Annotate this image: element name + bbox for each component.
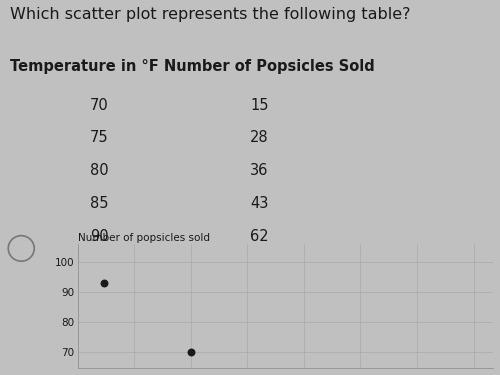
Text: 105: 105 — [90, 262, 118, 277]
Point — [186, 350, 194, 355]
Text: 75: 75 — [90, 130, 108, 146]
Text: 85: 85 — [90, 196, 108, 211]
Text: Temperature in °F Number of Popsicles Sold: Temperature in °F Number of Popsicles So… — [10, 58, 375, 74]
Text: 100: 100 — [250, 262, 278, 277]
Text: Number of popsicles sold: Number of popsicles sold — [78, 232, 210, 243]
Text: 28: 28 — [250, 130, 268, 146]
Text: 15: 15 — [250, 98, 268, 112]
Text: 90: 90 — [90, 229, 108, 244]
Text: 36: 36 — [250, 164, 268, 178]
Text: 43: 43 — [250, 196, 268, 211]
Text: 80: 80 — [90, 164, 108, 178]
Text: 62: 62 — [250, 229, 268, 244]
Point — [100, 280, 108, 286]
Text: Which scatter plot represents the following table?: Which scatter plot represents the follow… — [10, 8, 410, 22]
Text: 70: 70 — [90, 98, 109, 112]
